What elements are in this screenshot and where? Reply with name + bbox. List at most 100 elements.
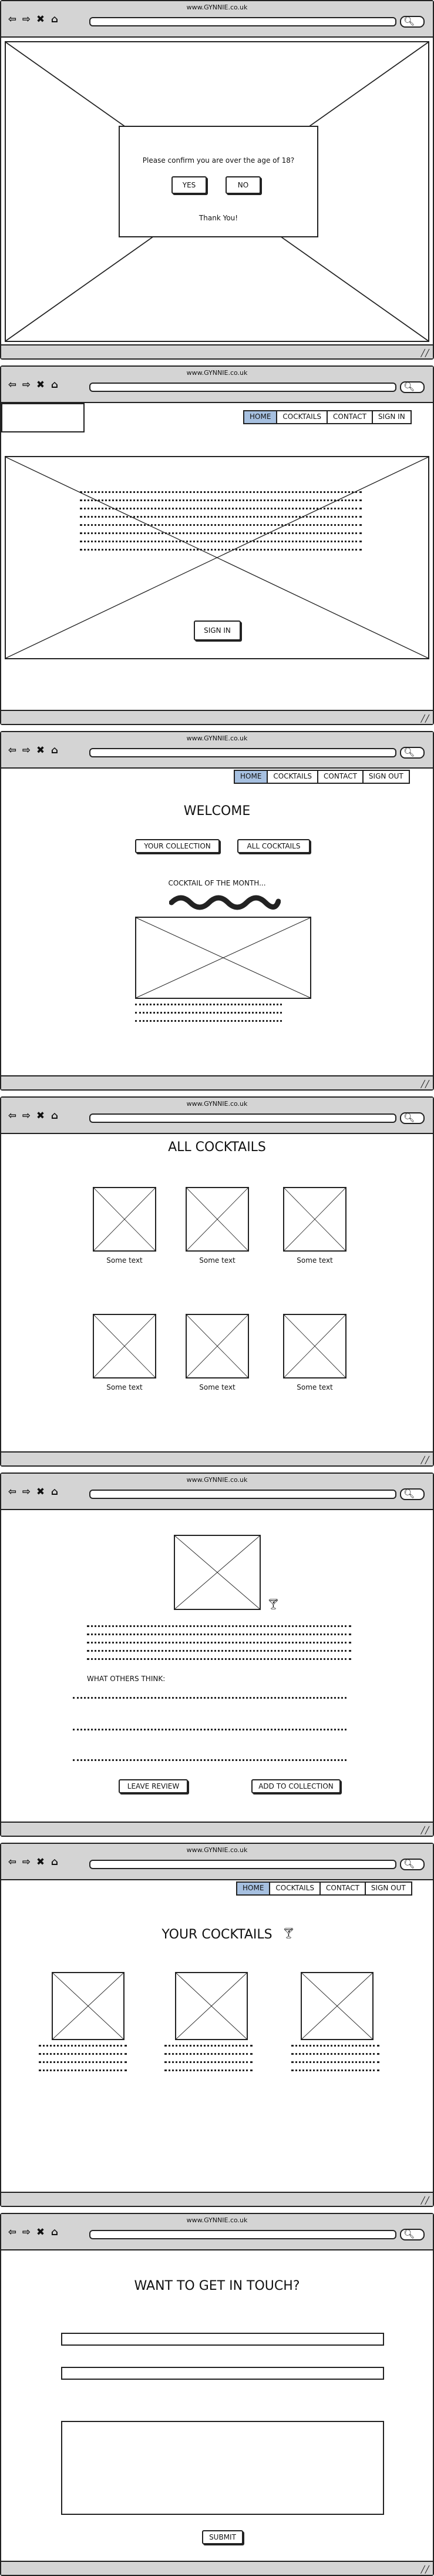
address-bar[interactable]: [89, 383, 396, 392]
search-button[interactable]: 🔍︎: [400, 1488, 425, 1500]
email-field[interactable]: [61, 2367, 384, 2380]
close-icon[interactable]: ✖: [36, 1486, 45, 1498]
review-2: [73, 1729, 346, 1737]
back-icon[interactable]: ⇦: [8, 2226, 17, 2238]
resize-grip-icon[interactable]: ╱╱: [420, 1456, 429, 1464]
tab-cocktails[interactable]: COCKTAILS: [277, 411, 328, 423]
tab-contact[interactable]: CONTACT: [318, 771, 364, 783]
address-bar[interactable]: [89, 748, 396, 757]
tab-home[interactable]: HOME: [237, 1883, 271, 1894]
search-button[interactable]: 🔍︎: [400, 381, 425, 393]
address-bar[interactable]: [89, 1113, 396, 1123]
status-bar: ╱╱: [1, 1451, 433, 1465]
home-icon[interactable]: ⌂: [51, 1486, 59, 1498]
name-field[interactable]: [61, 2333, 384, 2346]
close-icon[interactable]: ✖: [36, 14, 45, 25]
back-icon[interactable]: ⇦: [8, 379, 17, 391]
home-icon[interactable]: ⌂: [51, 1110, 59, 1122]
saved-cocktail-image[interactable]: [301, 1972, 374, 2040]
age-question: Please confirm you are over the age of 1…: [142, 156, 295, 165]
cocktail-glass-icon: 🍸︎: [282, 1927, 295, 1940]
cocktail-thumbnail[interactable]: [186, 1187, 249, 1252]
close-icon[interactable]: ✖: [36, 744, 45, 756]
cocktail-description: [87, 1625, 351, 1666]
status-bar: ╱╱: [1, 344, 433, 358]
what-others-think-label: WHAT OTHERS THINK:: [87, 1675, 166, 1683]
saved-cocktail-image[interactable]: [52, 1972, 125, 2040]
forward-icon[interactable]: ⇨: [22, 744, 31, 756]
add-to-collection-button[interactable]: ADD TO COLLECTION: [251, 1779, 341, 1793]
cocktail-thumbnail[interactable]: [283, 1314, 346, 1378]
your-collection-button[interactable]: YOUR COLLECTION: [135, 839, 220, 853]
tab-cocktails[interactable]: COCKTAILS: [270, 1883, 321, 1894]
close-icon[interactable]: ✖: [36, 379, 45, 391]
cocktail-glass-icon[interactable]: 🍸︎: [267, 1598, 280, 1611]
message-field[interactable]: [61, 2421, 384, 2515]
search-button[interactable]: 🔍︎: [400, 747, 425, 759]
browser-window-cocktail-detail: www.GYNNIE.co.uk ⇦ ⇨ ✖ ⌂ 🔍︎ 🍸︎ WHAT OTHE…: [0, 1473, 434, 1837]
tab-home[interactable]: HOME: [235, 771, 268, 783]
resize-grip-icon[interactable]: ╱╱: [420, 1826, 429, 1834]
resize-grip-icon[interactable]: ╱╱: [420, 715, 429, 723]
home-icon[interactable]: ⌂: [51, 744, 59, 756]
browser-window-home: www.GYNNIE.co.uk ⇦ ⇨ ✖ ⌂ 🔍︎ HOME COCKTAI…: [0, 731, 434, 1091]
hero-image-placeholder: [5, 456, 429, 659]
browser-url-title: www.GYNNIE.co.uk: [186, 2216, 248, 2224]
resize-grip-icon[interactable]: ╱╱: [420, 2196, 429, 2205]
back-icon[interactable]: ⇦: [8, 1856, 17, 1868]
cocktail-caption: Some text: [106, 1383, 143, 1391]
home-icon[interactable]: ⌂: [51, 14, 59, 25]
address-bar[interactable]: [89, 1490, 396, 1499]
home-icon[interactable]: ⌂: [51, 1856, 59, 1868]
back-icon[interactable]: ⇦: [8, 1486, 17, 1498]
close-icon[interactable]: ✖: [36, 1856, 45, 1868]
leave-review-button[interactable]: LEAVE REVIEW: [119, 1779, 188, 1793]
status-bar: ╱╱: [1, 710, 433, 724]
forward-icon[interactable]: ⇨: [22, 14, 31, 25]
cocktail-thumbnail[interactable]: [186, 1314, 249, 1378]
browser-window-your-cocktails: www.GYNNIE.co.uk ⇦ ⇨ ✖ ⌂ 🔍︎ HOME COCKTAI…: [0, 1843, 434, 2207]
forward-icon[interactable]: ⇨: [22, 1486, 31, 1498]
home-icon[interactable]: ⌂: [51, 2226, 59, 2238]
tab-contact[interactable]: CONTACT: [321, 1883, 366, 1894]
tab-cocktails[interactable]: COCKTAILS: [268, 771, 318, 783]
close-icon[interactable]: ✖: [36, 1110, 45, 1122]
back-icon[interactable]: ⇦: [8, 14, 17, 25]
forward-icon[interactable]: ⇨: [22, 1856, 31, 1868]
cocktail-thumbnail[interactable]: [93, 1314, 156, 1378]
submit-button[interactable]: SUBMIT: [202, 2530, 243, 2544]
address-bar[interactable]: [89, 1860, 396, 1869]
saved-cocktail-image[interactable]: [175, 1972, 248, 2040]
sign-in-button[interactable]: SIGN IN: [194, 620, 241, 640]
logo-placeholder[interactable]: [1, 403, 85, 432]
tab-home[interactable]: HOME: [244, 411, 278, 423]
all-cocktails-button[interactable]: ALL COCKTAILS: [237, 839, 310, 853]
close-icon[interactable]: ✖: [36, 2226, 45, 2238]
search-button[interactable]: 🔍︎: [400, 1112, 425, 1124]
cocktail-caption: Some text: [199, 1256, 235, 1264]
home-icon[interactable]: ⌂: [51, 379, 59, 391]
forward-icon[interactable]: ⇨: [22, 1110, 31, 1122]
resize-grip-icon[interactable]: ╱╱: [420, 349, 429, 357]
address-bar[interactable]: [89, 2230, 396, 2239]
cocktail-thumbnail[interactable]: [283, 1187, 346, 1252]
main-nav: HOME COCKTAILS CONTACT SIGN OUT: [234, 770, 410, 784]
search-button[interactable]: 🔍︎: [400, 2229, 425, 2240]
featured-cocktail-image[interactable]: [135, 917, 311, 999]
back-icon[interactable]: ⇦: [8, 1110, 17, 1122]
forward-icon[interactable]: ⇨: [22, 379, 31, 391]
back-icon[interactable]: ⇦: [8, 744, 17, 756]
search-button[interactable]: 🔍︎: [400, 1859, 425, 1870]
no-button[interactable]: NO: [226, 176, 261, 194]
tab-sign-out[interactable]: SIGN OUT: [371, 1884, 406, 1892]
tab-sign-in[interactable]: SIGN IN: [378, 412, 405, 421]
search-button[interactable]: 🔍︎: [400, 16, 425, 28]
resize-grip-icon[interactable]: ╱╱: [420, 1080, 429, 1088]
tab-sign-out[interactable]: SIGN OUT: [368, 772, 403, 780]
cocktail-thumbnail[interactable]: [93, 1187, 156, 1252]
yes-button[interactable]: YES: [171, 176, 207, 194]
tab-contact[interactable]: CONTACT: [328, 411, 373, 423]
address-bar[interactable]: [89, 17, 396, 26]
resize-grip-icon[interactable]: ╱╱: [420, 2565, 429, 2574]
forward-icon[interactable]: ⇨: [22, 2226, 31, 2238]
